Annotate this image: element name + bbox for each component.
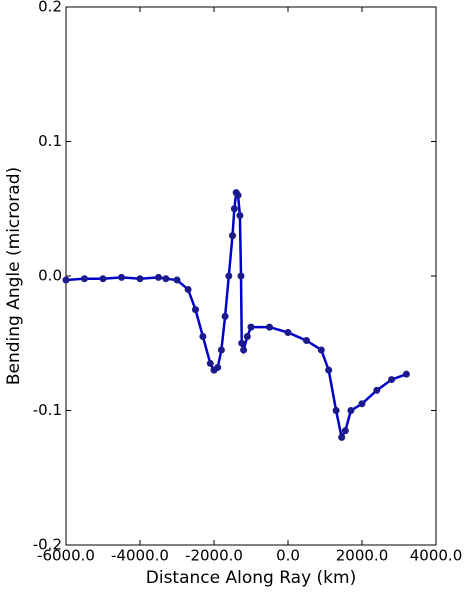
data-point [237,272,245,280]
data-point [347,407,355,414]
y-tick-label: -0.1 [33,401,62,419]
x-tick-label: -2000.0 [185,547,243,565]
data-point [192,306,199,314]
data-point [62,276,70,284]
data-point [373,386,381,394]
x-tick-label: 0.0 [276,547,300,565]
data-point [332,407,340,414]
data-point [388,376,396,384]
data-point [162,275,170,283]
x-tick-label: 2000.0 [336,547,389,565]
data-point [358,400,366,408]
data-point [81,275,88,283]
data-point [99,275,107,283]
x-tick-label: 4000.0 [410,547,463,565]
data-point [155,273,162,281]
data-point [266,323,273,331]
data-point [284,328,292,336]
y-tick-label: 0.2 [38,0,62,16]
data-point [199,333,207,341]
x-tick-label: -6000.0 [37,547,95,565]
data-point [217,346,225,354]
y-tick-label: 0.0 [38,267,62,285]
y-tick-label: -0.2 [33,536,62,554]
data-line [65,189,407,441]
y-tick-label: 0.1 [38,132,62,150]
data-point [230,205,238,213]
y-axis-title: Bending Angle (microrad) [4,167,24,385]
data-point [206,359,214,367]
data-point [243,333,251,341]
data-point [214,363,222,371]
data-point [238,339,246,347]
data-point [234,191,242,199]
data-point [303,337,310,345]
data-point [221,312,229,320]
data-point [173,276,181,284]
data-point [338,433,346,441]
data-point [402,370,410,378]
data-point [247,323,255,331]
data-point [118,273,125,281]
data-point [136,275,144,283]
data-point [325,366,333,374]
data-point [225,272,233,280]
data-point [229,232,236,240]
data-point [236,211,244,219]
x-tick-label: -4000.0 [111,547,169,565]
x-axis-title: Distance Along Ray (km) [146,568,356,588]
data-point [317,346,325,354]
data-point [341,427,349,435]
data-point [184,285,192,293]
data-point [240,346,248,354]
